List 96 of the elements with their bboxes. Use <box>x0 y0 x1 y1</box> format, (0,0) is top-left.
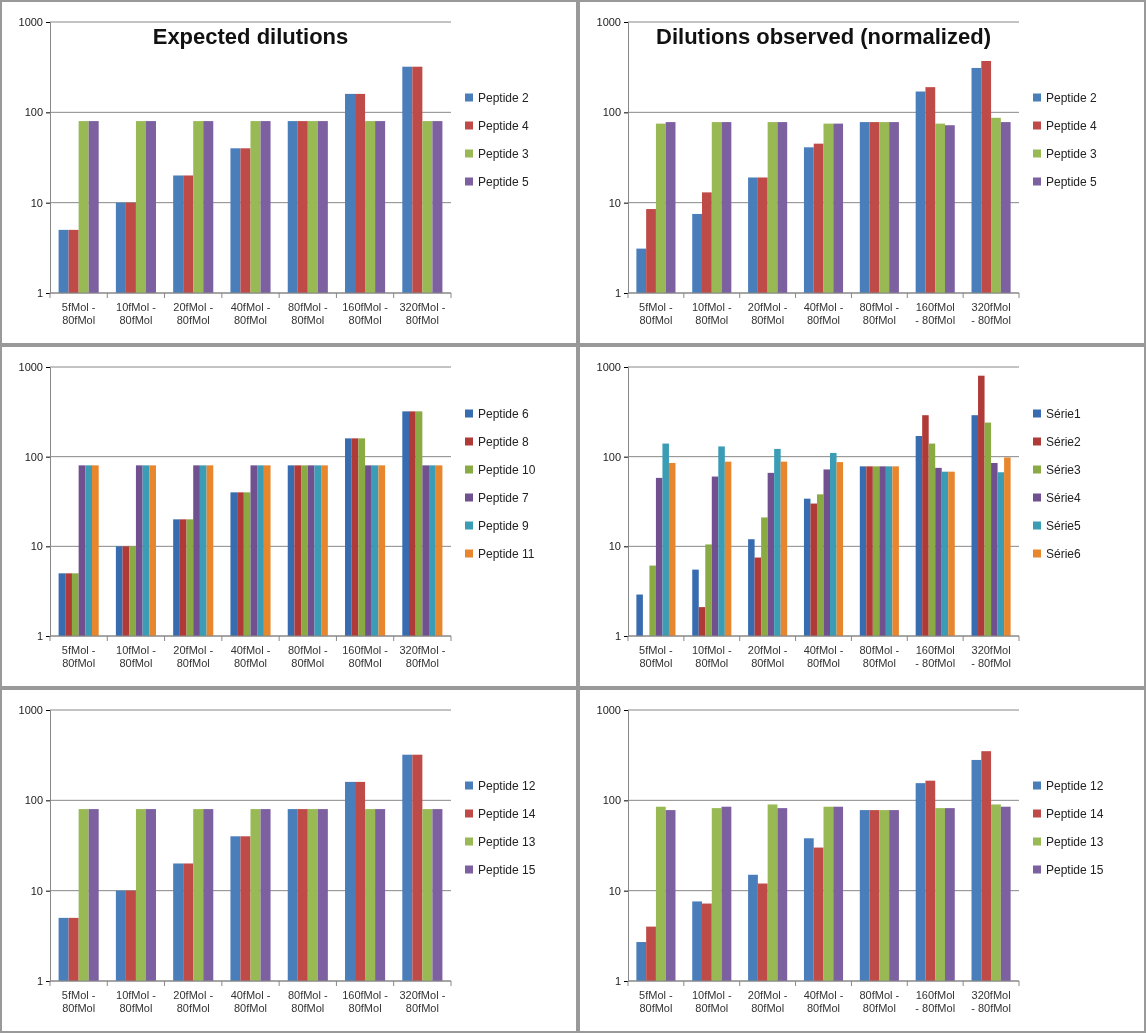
x-tick-label: 80fMol - 80fMol <box>287 988 328 1015</box>
legend-label: Peptide 12 <box>478 778 536 793</box>
y-tick-label: 100 <box>602 106 621 119</box>
x-tick-label: 160fMol - 80fMol <box>342 988 389 1015</box>
legend-label: Peptide 4 <box>478 118 530 133</box>
x-tick-label: 40fMol - 80fMol <box>803 988 844 1015</box>
x-tick-label: 20fMol - 80fMol <box>173 643 214 670</box>
x-tick-label: 320fMol - 80fMol <box>971 988 1011 1015</box>
y-tick-label: 100 <box>24 794 43 807</box>
chart-title: Dilutions observed (normalized) <box>656 24 991 49</box>
y-tick-label: 1000 <box>18 361 43 374</box>
legend-label: Peptide 14 <box>478 806 536 821</box>
legend-label: Série5 <box>1046 518 1082 533</box>
x-tick-label: 40fMol - 80fMol <box>230 300 271 327</box>
chart-title: Expected dilutions <box>152 24 349 49</box>
x-tick-label: 320fMol - 80fMol <box>399 300 446 327</box>
x-tick-label: 5fMol - 80fMol <box>61 300 96 327</box>
legend-label: Série2 <box>1046 434 1082 449</box>
x-tick-label: 20fMol - 80fMol <box>173 300 214 327</box>
x-tick-label: 160fMol - 80fMol <box>915 643 956 670</box>
x-tick-label: 80fMol - 80fMol <box>859 643 900 670</box>
legend-label: Peptide 2 <box>478 90 530 105</box>
legend-label: Peptide 14 <box>1046 806 1104 821</box>
legend-label: Peptide 8 <box>478 434 530 449</box>
x-tick-label: 5fMol - 80fMol <box>639 988 674 1015</box>
y-tick-label: 10 <box>30 884 43 897</box>
x-tick-label: 5fMol - 80fMol <box>61 988 96 1015</box>
legend-label: Peptide 3 <box>1046 146 1098 161</box>
x-tick-label: 10fMol - 80fMol <box>116 988 157 1015</box>
y-tick-label: 1000 <box>18 16 43 29</box>
x-tick-label: 160fMol - 80fMol <box>915 988 956 1015</box>
y-tick-label: 100 <box>24 450 43 463</box>
x-tick-label: 320fMol - 80fMol <box>399 643 446 670</box>
x-tick-label: 80fMol - 80fMol <box>859 988 900 1015</box>
legend-label: Peptide 7 <box>478 490 530 505</box>
y-tick-label: 1000 <box>596 704 621 717</box>
x-tick-label: 20fMol - 80fMol <box>747 643 788 670</box>
x-tick-label: 320fMol - 80fMol <box>399 988 446 1015</box>
legend-label: Peptide 15 <box>1046 862 1104 877</box>
x-tick-label: 40fMol - 80fMol <box>803 643 844 670</box>
x-tick-label: 160fMol - 80fMol <box>342 643 389 670</box>
legend-label: Série6 <box>1046 546 1082 561</box>
x-tick-label: 20fMol - 80fMol <box>173 988 214 1015</box>
x-tick-label: 160fMol - 80fMol <box>915 300 956 327</box>
y-tick-label: 100 <box>602 450 621 463</box>
x-tick-label: 5fMol - 80fMol <box>639 300 674 327</box>
legend-label: Peptide 3 <box>478 146 530 161</box>
x-tick-label: 40fMol - 80fMol <box>230 988 271 1015</box>
x-tick-label: 20fMol - 80fMol <box>747 988 788 1015</box>
legend-label: Série1 <box>1046 406 1082 421</box>
x-tick-label: 80fMol - 80fMol <box>859 300 900 327</box>
legend-label: Peptide 5 <box>1046 174 1098 189</box>
x-tick-label: 40fMol - 80fMol <box>803 300 844 327</box>
legend-label: Peptide 13 <box>1046 834 1104 849</box>
x-tick-label: 80fMol - 80fMol <box>287 643 328 670</box>
x-tick-label: 10fMol - 80fMol <box>116 300 157 327</box>
legend-label: Peptide 9 <box>478 518 530 533</box>
y-tick-label: 10 <box>30 540 43 553</box>
y-tick-label: 100 <box>24 106 43 119</box>
x-tick-label: 10fMol - 80fMol <box>691 988 732 1015</box>
y-tick-label: 1000 <box>18 704 43 717</box>
legend-label: Peptide 13 <box>478 834 536 849</box>
y-tick-label: 1 <box>614 287 621 300</box>
legend-label: Peptide 5 <box>478 174 530 189</box>
legend-label: Peptide 6 <box>478 406 530 421</box>
y-tick-label: 1000 <box>596 361 621 374</box>
x-tick-label: 10fMol - 80fMol <box>116 643 157 670</box>
legend-label: Peptide 2 <box>1046 90 1098 105</box>
legend-label: Peptide 12 <box>1046 778 1104 793</box>
legend-label: Peptide 10 <box>478 462 536 477</box>
y-tick-label: 1 <box>36 975 43 988</box>
y-tick-label: 10 <box>608 196 621 209</box>
y-tick-label: 1000 <box>596 16 621 29</box>
y-tick-label: 1 <box>36 287 43 300</box>
x-tick-label: 40fMol - 80fMol <box>230 643 271 670</box>
x-tick-label: 160fMol - 80fMol <box>342 300 389 327</box>
y-tick-label: 100 <box>602 794 621 807</box>
legend-label: Peptide 11 <box>478 546 535 561</box>
x-tick-label: 20fMol - 80fMol <box>747 300 788 327</box>
legend-label: Série4 <box>1046 490 1082 505</box>
y-tick-label: 10 <box>608 540 621 553</box>
legend-label: Peptide 15 <box>478 862 536 877</box>
x-tick-label: 10fMol - 80fMol <box>691 643 732 670</box>
y-tick-label: 10 <box>30 196 43 209</box>
x-tick-label: 5fMol - 80fMol <box>639 643 674 670</box>
x-tick-label: 320fMol - 80fMol <box>971 300 1011 327</box>
y-tick-label: 1 <box>36 630 43 643</box>
y-tick-label: 10 <box>608 884 621 897</box>
legend-label: Série3 <box>1046 462 1082 477</box>
legend-label: Peptide 4 <box>1046 118 1098 133</box>
x-tick-label: 10fMol - 80fMol <box>691 300 732 327</box>
x-tick-label: 5fMol - 80fMol <box>61 643 96 670</box>
y-tick-label: 1 <box>614 630 621 643</box>
x-tick-label: 320fMol - 80fMol <box>971 643 1011 670</box>
y-tick-label: 1 <box>614 975 621 988</box>
x-tick-label: 80fMol - 80fMol <box>287 300 328 327</box>
